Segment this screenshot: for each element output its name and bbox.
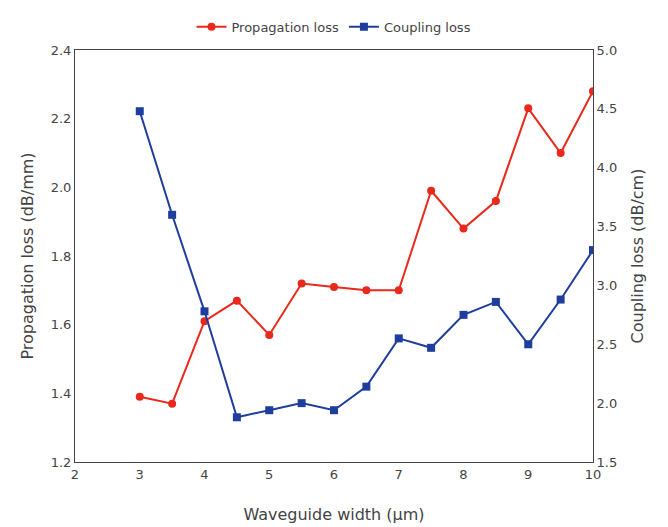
- svg-text:1.2: 1.2: [51, 455, 72, 470]
- svg-text:2.0: 2.0: [597, 396, 618, 411]
- svg-text:2.2: 2.2: [51, 111, 72, 126]
- svg-text:5: 5: [265, 467, 273, 482]
- svg-text:10: 10: [585, 467, 602, 482]
- svg-text:Coupling loss (dB/cm): Coupling loss (dB/cm): [628, 169, 647, 344]
- svg-text:Waveguide width (μm): Waveguide width (μm): [243, 505, 424, 524]
- svg-text:1.4: 1.4: [51, 386, 72, 401]
- svg-text:Coupling loss: Coupling loss: [384, 20, 471, 35]
- svg-text:3.0: 3.0: [597, 278, 618, 293]
- svg-text:2: 2: [71, 467, 79, 482]
- svg-text:1.6: 1.6: [51, 317, 72, 332]
- svg-text:4.5: 4.5: [597, 101, 618, 116]
- svg-text:7: 7: [395, 467, 403, 482]
- svg-text:2.5: 2.5: [597, 337, 618, 352]
- svg-text:9: 9: [524, 467, 532, 482]
- svg-text:3.5: 3.5: [597, 219, 618, 234]
- svg-text:1.5: 1.5: [597, 455, 618, 470]
- svg-text:4.0: 4.0: [597, 160, 618, 175]
- svg-text:2.0: 2.0: [51, 180, 72, 195]
- svg-text:6: 6: [330, 467, 338, 482]
- svg-text:1.8: 1.8: [51, 249, 72, 264]
- svg-text:3: 3: [136, 467, 144, 482]
- svg-text:5.0: 5.0: [597, 43, 618, 58]
- svg-text:8: 8: [459, 467, 467, 482]
- svg-text:2.4: 2.4: [51, 43, 72, 58]
- svg-text:Propagation loss (dB/mm): Propagation loss (dB/mm): [18, 152, 37, 359]
- svg-text:4: 4: [200, 467, 208, 482]
- svg-text:Propagation loss: Propagation loss: [232, 20, 339, 35]
